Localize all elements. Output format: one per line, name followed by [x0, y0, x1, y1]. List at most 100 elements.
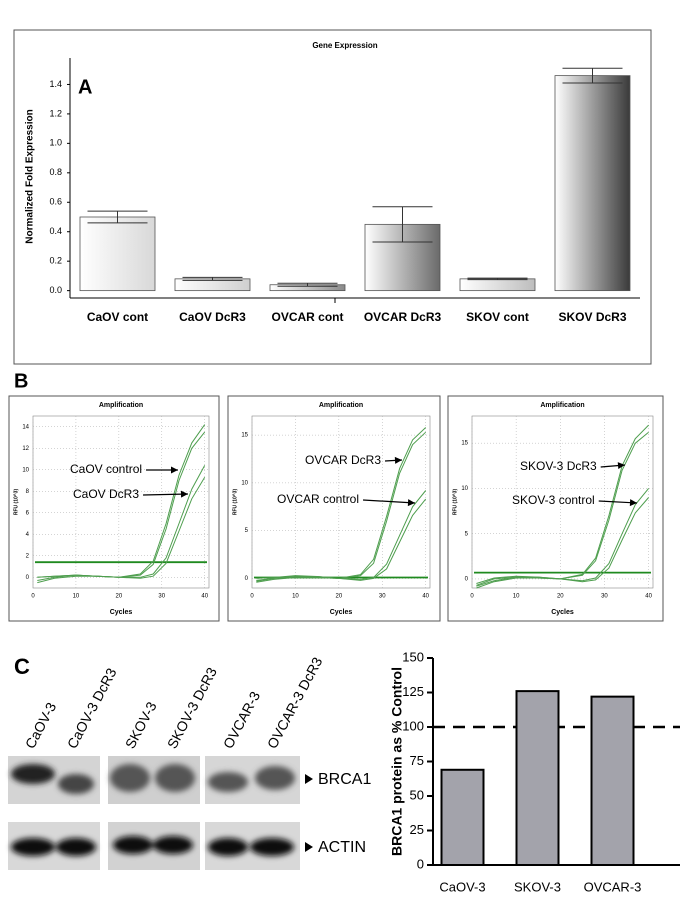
error-bar: [372, 206, 433, 243]
blot: [8, 756, 313, 870]
y-tick-label: 0: [26, 575, 30, 581]
y-tick-label: 0.6: [49, 197, 62, 207]
plot-area: [251, 415, 431, 589]
x-tick-label: SKOV-3: [514, 879, 561, 894]
error-bar: [87, 210, 148, 224]
band: [155, 764, 195, 792]
panel-label: C: [14, 654, 30, 679]
y-tick-label: 14: [22, 424, 29, 430]
band: [58, 774, 94, 794]
amplification-curve: [476, 488, 649, 587]
amplification-curve: [256, 498, 427, 583]
y-axis-label: RFU (10^3): [452, 489, 458, 516]
amplification-curve: [476, 497, 649, 589]
y-tick-label: 10: [461, 486, 468, 492]
x-tick-label: OVCAR-3: [584, 879, 642, 894]
amplification-curve: [476, 424, 649, 584]
lane-label: SKOV-3 DcR3: [164, 664, 220, 751]
panel-frame: [8, 395, 220, 622]
y-tick-label: 0.4: [49, 226, 62, 236]
x-axis-label: Cycles: [551, 609, 574, 616]
arrow-head: [171, 466, 178, 474]
y-tick-label: 6: [26, 510, 30, 516]
x-tick-label: 40: [201, 594, 208, 600]
band: [56, 838, 96, 856]
arrow-head: [407, 499, 415, 507]
y-tick-label: 0.8: [49, 167, 62, 177]
x-tick-label: 20: [116, 594, 123, 600]
y-tick-label: 5: [465, 531, 469, 537]
y-tick-label: 5: [245, 528, 249, 534]
error-bar: [182, 276, 243, 281]
lane-label: OVCAR-3: [220, 688, 263, 751]
panel-label: B: [14, 370, 28, 392]
y-tick-label: 50: [410, 787, 424, 802]
plot-area: [471, 415, 654, 589]
x-tick-label: CaOV-3: [439, 879, 485, 894]
y-tick-label: 10: [241, 480, 248, 486]
error-bar: [277, 282, 338, 287]
blot-bands: [11, 764, 295, 856]
error-bar: [467, 277, 528, 281]
y-tick-label: 8: [26, 489, 30, 495]
y-tick-label: 2: [26, 553, 30, 559]
chart-title: Amplification: [99, 402, 143, 409]
y-tick-label: 150: [402, 649, 424, 664]
y-axis-label: RFU (10^3): [232, 489, 238, 516]
lane-label: CaOV-3: [22, 699, 60, 751]
y-tick-label: 1.4: [49, 79, 62, 89]
chart-title: Amplification: [319, 402, 363, 409]
y-axis-label: BRCA1 protein as % Control: [389, 667, 405, 856]
amplification-curve: [476, 431, 649, 586]
band-pointer: [305, 842, 313, 852]
bar: [590, 695, 635, 867]
panel-frame: [447, 395, 664, 622]
y-tick-label: 15: [241, 433, 248, 439]
amplification-curve: [256, 490, 427, 582]
arrow-head: [629, 499, 637, 507]
x-tick-label: 0: [470, 594, 474, 600]
x-tick-label: CaOV DcR3: [179, 310, 246, 324]
y-tick-label: 75: [410, 753, 424, 768]
y-tick-label: 100: [402, 718, 424, 733]
arrow-head: [394, 456, 402, 464]
x-tick-label: 40: [422, 594, 429, 600]
annotation: SKOV-3 DcR3: [520, 459, 597, 473]
x-tick-label: 10: [73, 594, 80, 600]
y-tick-label: 0: [245, 576, 249, 582]
y-tick-label: 1.2: [49, 108, 62, 118]
annotation: CaOV DcR3: [73, 487, 139, 501]
band: [208, 772, 248, 792]
lane-label: CaOV-3 DcR3: [64, 665, 120, 751]
y-tick-label: 4: [26, 532, 30, 538]
panel-a-frame: [13, 29, 652, 365]
bar: [459, 278, 536, 292]
arrow-head: [180, 490, 188, 498]
annotation-arrow: [143, 493, 189, 496]
x-tick-label: OVCAR cont: [272, 310, 344, 324]
band: [113, 836, 153, 854]
y-tick-label: 0: [417, 856, 424, 871]
lane-label: SKOV-3: [122, 699, 160, 751]
y-tick-label: 15: [461, 441, 468, 447]
y-tick-label: 1.0: [49, 138, 62, 148]
amplification-curve: [37, 477, 206, 584]
y-tick-label: 10: [22, 467, 29, 473]
x-tick-label: CaOV cont: [87, 310, 148, 324]
y-tick-label: 125: [402, 684, 424, 699]
band: [110, 764, 150, 792]
x-axis-label: Cycles: [330, 609, 353, 616]
y-tick-label: 0.0: [49, 285, 62, 295]
annotation-arrow: [362, 499, 416, 504]
band-label: BRCA1: [318, 771, 371, 788]
annotation: OVCAR DcR3: [305, 453, 381, 467]
x-tick-label: 20: [335, 594, 342, 600]
error-bar: [562, 67, 623, 84]
x-tick-label: 20: [557, 594, 564, 600]
band: [153, 836, 193, 854]
x-tick-label: SKOV cont: [466, 310, 529, 324]
band: [208, 838, 248, 856]
amplification-curve: [256, 427, 427, 579]
plot-area: [32, 415, 210, 589]
